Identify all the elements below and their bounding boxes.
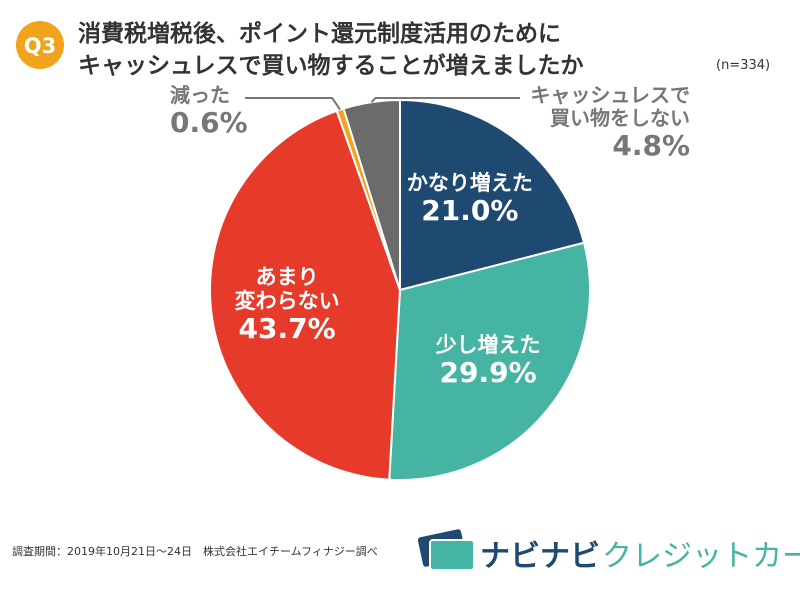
slice-label: あまり 変わらない: [234, 265, 340, 314]
logo-text: クレジットカード: [602, 539, 800, 574]
badge: Q3: [24, 34, 56, 58]
slice-label: キャッシュレスで 買い物をしない: [530, 83, 690, 130]
pie: [209, 97, 591, 481]
chart-title: キャッシュレスで買い物することが増えましたか: [78, 53, 584, 79]
slice-value: 21.0%: [421, 193, 519, 227]
pie-slice: [388, 241, 591, 481]
pie-slice: [399, 98, 586, 292]
slice-label: かなり増えた: [406, 170, 533, 195]
slice-label: 少し増えた: [435, 333, 541, 358]
pie-slice: [209, 109, 402, 481]
slice-value: 0.6%: [170, 106, 248, 139]
badge-circle: [16, 21, 64, 69]
logo-text: ナビナビ: [480, 539, 600, 574]
slice-value: 4.8%: [612, 129, 690, 162]
sample-note: (n=334): [716, 58, 771, 73]
slice-label: 減った: [170, 83, 230, 107]
pie-slice: [342, 98, 401, 291]
slice-value: 29.9%: [439, 356, 537, 390]
chart-title: 消費税増税後、ポイント還元制度活用のために: [78, 21, 561, 47]
slice-value: 43.7%: [238, 312, 336, 346]
leader-line: [245, 97, 341, 111]
logo-icon: [417, 529, 475, 571]
source: 調査期間：2019年10月21日〜24日 株式会社エイチームフィナジー調べ: [12, 544, 378, 558]
leader-line: [370, 97, 520, 103]
